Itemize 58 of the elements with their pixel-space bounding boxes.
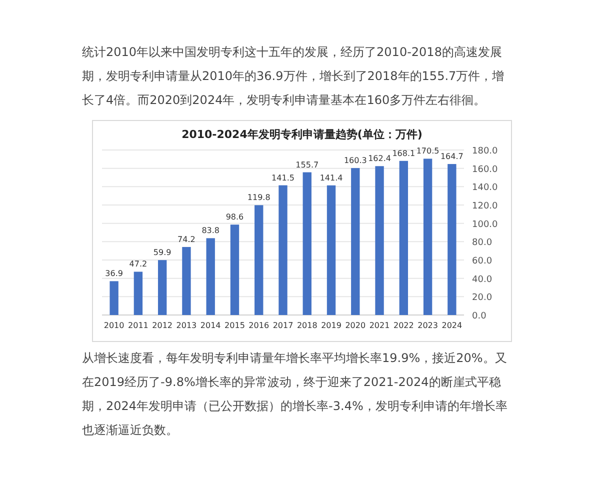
text: 从增长速度看，每年发明专利申请量年增长率平均增长率19.9%，接近20%。又在2019经历了-9.8%增长率的异常波动，终于迎来了2021-2024的断崖式平稳期，2024年发明申请（已公开数据）的增长率-3.4%，发明专利申请的年增长率也逐渐逼近负数。 <box>82 350 508 439</box>
y-tick-label: 60.0 <box>472 256 492 266</box>
data-label: 164.7 <box>440 152 464 162</box>
y-tick-label: 0.0 <box>472 312 487 322</box>
bar <box>134 272 143 315</box>
data-label: 160.3 <box>344 156 367 166</box>
x-tick-label: 2012 <box>152 321 173 330</box>
data-label: 47.2 <box>129 260 148 269</box>
data-label: 74.2 <box>178 234 196 244</box>
bar <box>375 166 384 315</box>
bar <box>399 160 408 315</box>
chart-title: 2010-2024年发明专利申请量趋势(单位：万件) <box>182 128 422 141</box>
bar <box>326 185 336 315</box>
x-tick-label: 2018 <box>296 321 318 330</box>
data-label: 36.9 <box>105 269 123 278</box>
x-tick-label: 2014 <box>200 321 221 330</box>
bar <box>448 164 456 315</box>
x-tick-label: 2010 <box>104 321 124 330</box>
bar <box>206 238 215 315</box>
x-tick-label: 2022 <box>393 321 414 330</box>
data-label: 155.7 <box>296 160 319 170</box>
data-label: 162.4 <box>368 154 391 164</box>
text: 统计2010年以来中国发明专利这十五年的发展，经历了2010-2018的高速发展期，发明专利申请量从2010年的36.9万件，增长到了2018年的155.7万件，增长了4倍。而2020到2024年，发明专利申请量基本在160多万件左右徘徊。 <box>82 44 506 109</box>
data-label: 119.8 <box>247 193 270 202</box>
data-label: 168.1 <box>392 148 416 158</box>
data-label: 141.4 <box>320 173 343 182</box>
bar <box>158 260 167 315</box>
x-tick-label: 2021 <box>369 321 390 330</box>
bar <box>351 168 360 315</box>
x-tick-label: 2013 <box>176 321 197 330</box>
bar <box>278 185 288 315</box>
y-tick-label: 120.0 <box>472 202 498 212</box>
x-tick-label: 2020 <box>345 321 366 330</box>
data-label: 83.8 <box>202 226 220 236</box>
data-label: 59.9 <box>153 248 172 258</box>
x-tick-label: 2016 <box>248 321 270 330</box>
y-tick-label: 140.0 <box>472 183 498 194</box>
bar <box>423 158 432 315</box>
x-tick-label: 2024 <box>442 321 462 330</box>
y-tick-label: 40.0 <box>472 274 492 285</box>
bar <box>110 281 118 315</box>
data-label: 98.6 <box>226 212 244 222</box>
bar <box>230 224 240 315</box>
bar <box>254 205 264 315</box>
x-tick-label: 2017 <box>272 321 294 330</box>
y-tick-label: 100.0 <box>472 220 498 230</box>
y-tick-label: 80.0 <box>472 238 492 248</box>
y-tick-label: 20.0 <box>472 293 492 304</box>
x-tick-label: 2023 <box>418 321 438 330</box>
bar <box>302 172 312 315</box>
y-tick-label: 160.0 <box>472 164 498 175</box>
y-tick-label: 180.0 <box>472 146 498 156</box>
x-tick-label: 2015 <box>224 321 245 330</box>
x-tick-label: 2019 <box>321 321 342 330</box>
bar <box>182 246 191 315</box>
data-label: 170.5 <box>416 146 440 156</box>
x-tick-label: 2011 <box>128 321 148 330</box>
data-label: 141.5 <box>272 173 294 182</box>
